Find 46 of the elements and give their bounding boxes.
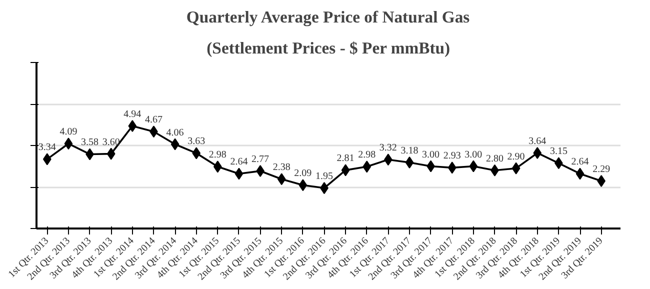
data-label: 3.64	[528, 136, 546, 147]
data-label: 2.77	[252, 154, 270, 166]
point	[234, 168, 244, 180]
data-label: 4.09	[60, 126, 78, 138]
data-label: 3.60	[102, 136, 120, 148]
data-label: 2.38	[272, 162, 290, 174]
data-label: 4.67	[144, 114, 162, 126]
point	[469, 160, 478, 172]
point	[362, 160, 372, 173]
data-label: 2.81	[336, 153, 354, 164]
data-label: 2.80	[486, 153, 504, 164]
data-label: 1.95	[315, 171, 333, 182]
chart-subtitle: (Settlement Prices - $ Per mmBtu)	[206, 38, 450, 58]
data-label: 3.32	[379, 142, 397, 154]
data-label: 3.00	[422, 149, 440, 160]
data-label: 3.00	[464, 149, 482, 160]
point	[533, 146, 542, 159]
data-label: 2.98	[358, 150, 376, 161]
point	[341, 164, 350, 176]
data-label: 2.64	[230, 156, 248, 168]
data-label: 3.58	[81, 137, 99, 148]
data-label: 2.93	[443, 150, 461, 162]
data-label: 2.09	[294, 168, 312, 180]
data-label: 3.15	[550, 146, 568, 158]
point	[298, 179, 308, 192]
point	[277, 173, 286, 186]
point	[448, 162, 456, 174]
chart-title: Quarterly Average Price of Natural Gas	[186, 8, 470, 26]
data-label: 2.29	[592, 164, 610, 175]
data-label: 2.90	[507, 151, 525, 162]
point	[42, 153, 52, 166]
point	[170, 138, 180, 150]
data-label: 4.94	[124, 108, 142, 120]
point	[64, 138, 73, 150]
data-label: 2.64	[571, 156, 589, 168]
data-label: 3.63	[188, 136, 206, 148]
point	[512, 162, 520, 174]
point	[106, 148, 116, 160]
point	[576, 168, 584, 180]
point	[192, 147, 201, 160]
data-label: 3.34	[38, 142, 56, 154]
data-label: 2.98	[208, 150, 226, 161]
data-label: 3.18	[400, 146, 418, 157]
point	[405, 156, 414, 169]
point	[128, 120, 137, 132]
data-label: 4.06	[166, 127, 184, 138]
